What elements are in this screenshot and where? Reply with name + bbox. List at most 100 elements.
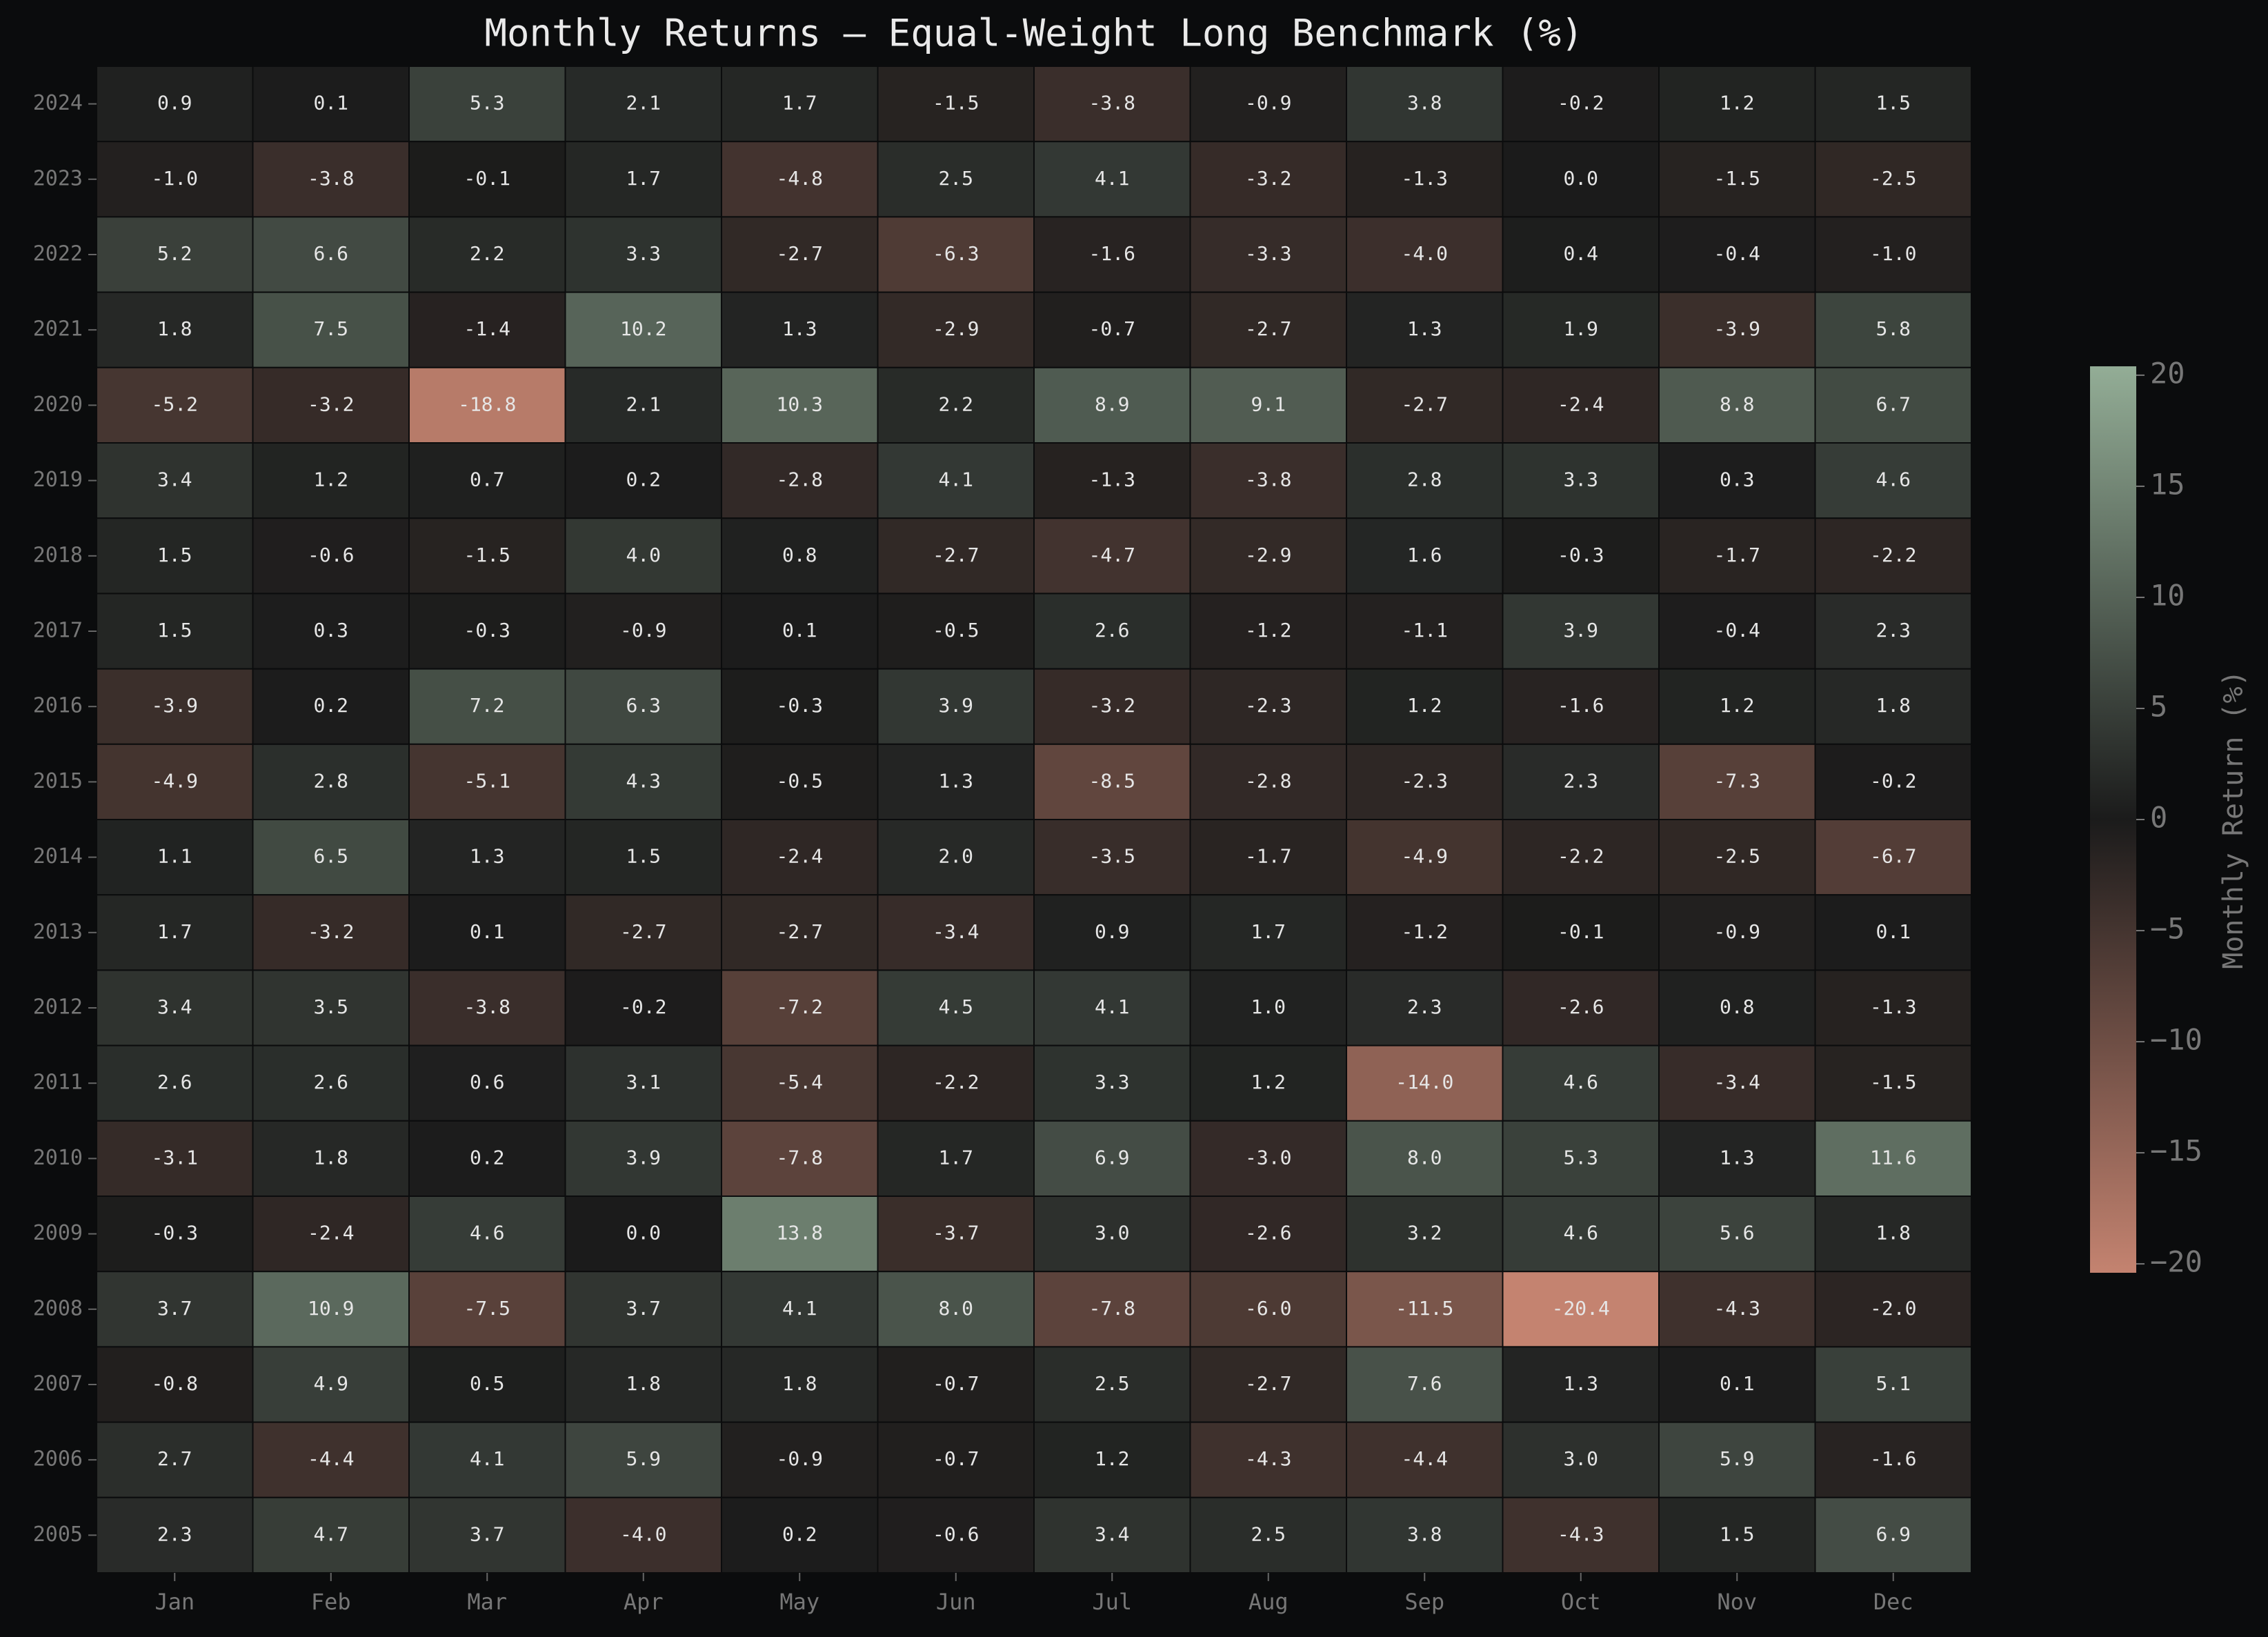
cell-label: 3.1 xyxy=(626,1071,661,1093)
cell-label: 3.9 xyxy=(626,1146,661,1169)
cell-label: -2.2 xyxy=(933,1071,979,1093)
cell-label: -2.4 xyxy=(1558,393,1604,415)
heatmap-cell xyxy=(408,593,566,670)
heatmap-cell xyxy=(721,291,879,368)
cell-label: -1.7 xyxy=(1245,845,1291,868)
cell-label: 3.3 xyxy=(1095,1071,1130,1093)
cell-label: -4.0 xyxy=(1402,242,1448,265)
heatmap-cell xyxy=(1346,1120,1504,1198)
cell-label: 4.6 xyxy=(470,1222,505,1244)
heatmap-cell xyxy=(564,743,722,821)
heatmap-cell xyxy=(564,894,722,971)
heatmap-cell xyxy=(721,1496,879,1574)
cell-label: 6.9 xyxy=(1095,1146,1130,1169)
heatmap-cell xyxy=(1346,593,1504,670)
heatmap-cell xyxy=(1033,141,1191,218)
heatmap-cell xyxy=(1658,1044,1816,1122)
cell-label: -0.9 xyxy=(777,1447,823,1470)
cell-label: 2.5 xyxy=(1251,1522,1286,1545)
heatmap-cell xyxy=(408,366,566,444)
cell-label: -2.5 xyxy=(1870,167,1916,190)
cell-label: 2.1 xyxy=(626,92,661,115)
y-tick-label: 2020 xyxy=(33,393,83,417)
heatmap-cell xyxy=(96,819,254,896)
heatmap-cell xyxy=(1346,66,1504,143)
cell-label: -2.6 xyxy=(1245,1222,1291,1244)
cell-label: -3.2 xyxy=(1089,694,1135,717)
cell-label: 1.8 xyxy=(313,1146,348,1169)
cell-label: -0.6 xyxy=(933,1522,979,1545)
heatmap-cell xyxy=(1502,141,1660,218)
heatmap-cell xyxy=(721,1421,879,1498)
heatmap-cell xyxy=(1814,1496,1972,1574)
heatmap-cell xyxy=(1033,819,1191,896)
cell-label: 0.1 xyxy=(470,920,505,943)
cell-label: -20.4 xyxy=(1552,1297,1610,1320)
cell-label: 0.1 xyxy=(1876,920,1911,943)
heatmap-cell xyxy=(408,1195,566,1273)
cell-label: 7.5 xyxy=(313,317,348,340)
chart-title: Monthly Returns — Equal-Weight Long Benc… xyxy=(484,12,1583,55)
cell-label: -1.0 xyxy=(152,167,198,190)
cell-label: 3.0 xyxy=(1563,1447,1598,1470)
cell-label: -0.9 xyxy=(1714,920,1760,943)
heatmap-cell xyxy=(1033,593,1191,670)
heatmap-cell xyxy=(1814,1195,1972,1273)
cell-label: 4.0 xyxy=(626,544,661,566)
heatmap-cell xyxy=(252,668,410,745)
heatmap-cell xyxy=(1346,1346,1504,1423)
cell-label: -2.8 xyxy=(1245,769,1291,792)
heatmap-cell xyxy=(1346,442,1504,519)
cell-label: 1.1 xyxy=(157,845,192,868)
cell-label: 2.3 xyxy=(1563,769,1598,792)
cell-label: 2.5 xyxy=(938,167,973,190)
heatmap-cell xyxy=(1502,291,1660,368)
heatmap-cell xyxy=(1033,743,1191,821)
heatmap-cell xyxy=(1814,366,1972,444)
cell-label: -6.0 xyxy=(1245,1297,1291,1320)
cell-label: 1.8 xyxy=(157,317,192,340)
cell-label: -3.0 xyxy=(1245,1146,1291,1169)
cell-label: -2.3 xyxy=(1245,694,1291,717)
cell-label: -2.5 xyxy=(1714,845,1760,868)
cell-label: 1.3 xyxy=(938,769,973,792)
y-tick-label: 2016 xyxy=(33,694,83,718)
heatmap-cell xyxy=(1658,1346,1816,1423)
cell-label: 1.7 xyxy=(157,920,192,943)
cell-label: 1.8 xyxy=(1876,1222,1911,1244)
cell-label: -4.9 xyxy=(1402,845,1448,868)
heatmap-cell xyxy=(721,668,879,745)
cell-label: -3.8 xyxy=(1089,92,1135,115)
cell-label: -2.4 xyxy=(777,845,823,868)
heatmap-cell xyxy=(252,291,410,368)
cell-label: 1.2 xyxy=(1720,694,1755,717)
cell-label: 7.2 xyxy=(470,694,505,717)
heatmap-cell xyxy=(721,1120,879,1198)
cell-label: 0.9 xyxy=(157,92,192,115)
heatmap-cell xyxy=(96,1496,254,1574)
cell-label: 3.3 xyxy=(626,242,661,265)
cell-label: 1.2 xyxy=(1095,1447,1130,1470)
y-tick-label: 2009 xyxy=(33,1221,83,1245)
heatmap-cell xyxy=(1189,291,1347,368)
cell-label: -2.7 xyxy=(620,920,666,943)
cell-label: 4.6 xyxy=(1876,468,1911,491)
heatmap-cell xyxy=(1502,1271,1660,1348)
y-tick-label: 2005 xyxy=(33,1522,83,1547)
cell-label: -3.4 xyxy=(1714,1071,1760,1093)
cell-label: 9.1 xyxy=(1251,393,1286,415)
heatmap-cell xyxy=(877,1421,1035,1498)
heatmap-cell xyxy=(1033,1120,1191,1198)
heatmap-cell xyxy=(1814,1044,1972,1122)
heatmap-cell xyxy=(252,1421,410,1498)
cell-label: -0.6 xyxy=(308,544,354,566)
cell-label: -6.7 xyxy=(1870,845,1916,868)
heatmap-cell xyxy=(1658,366,1816,444)
cell-label: 3.4 xyxy=(1095,1522,1130,1545)
heatmap-cell xyxy=(96,216,254,293)
cell-label: 2.6 xyxy=(1095,619,1130,642)
cell-label: -4.4 xyxy=(1402,1447,1448,1470)
heatmap-cell xyxy=(1814,442,1972,519)
cell-label: 2.6 xyxy=(313,1071,348,1093)
cell-label: 0.1 xyxy=(1720,1372,1755,1395)
